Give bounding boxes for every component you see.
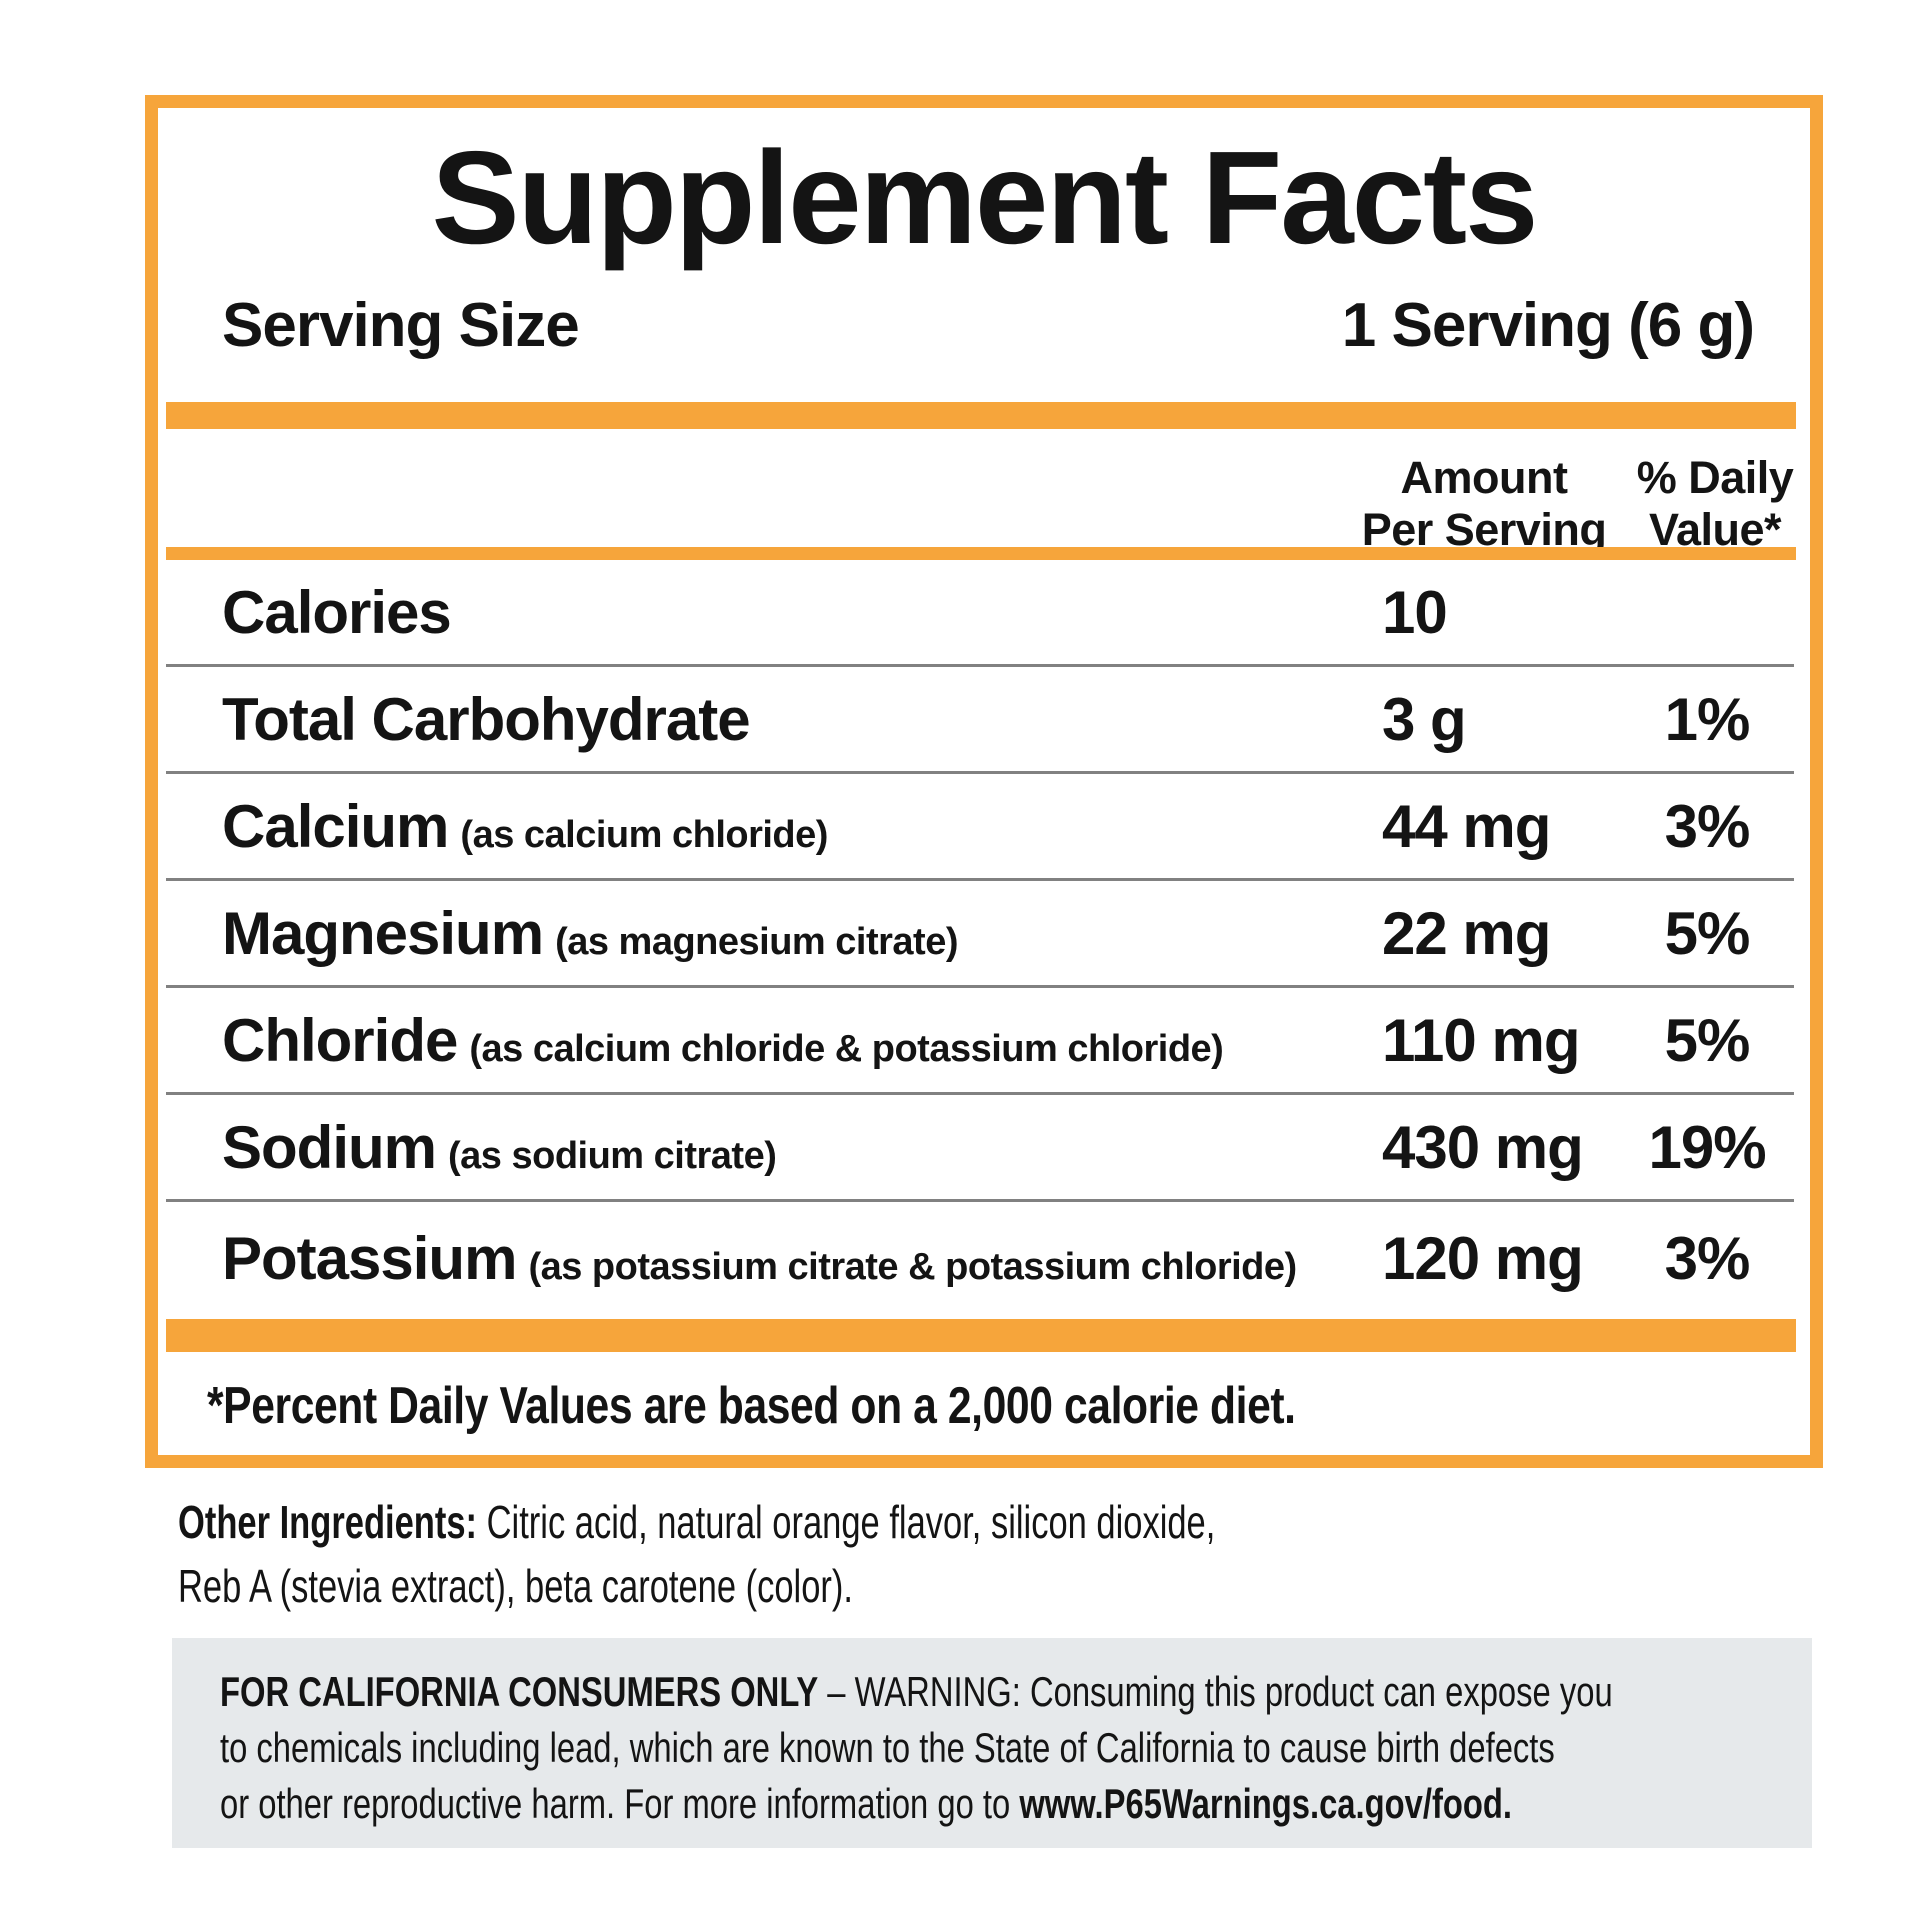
- warning-line3: or other reproductive harm. For more inf…: [220, 1780, 1513, 1827]
- serving-size-label: Serving Size: [222, 291, 580, 360]
- warning-url: www.P65Warnings.ca.gov/food.: [1019, 1780, 1513, 1827]
- nutrient-name: Magnesium: [222, 899, 544, 967]
- divider-bar-thick-top: [166, 402, 1796, 429]
- serving-size-value: 1 Serving (6 g): [1341, 291, 1755, 360]
- table-row-chloride: Chloride (as calcium chloride & potassium…: [166, 988, 1794, 1095]
- table-row-potassium: Potassium (as potassium citrate & potassi…: [166, 1202, 1794, 1314]
- nutrient-daily-value: 1%: [1664, 685, 1751, 753]
- daily-value-footnote: *Percent Daily Values are based on a 2,0…: [207, 1377, 1296, 1435]
- nutrient-daily-value: 3%: [1664, 792, 1751, 860]
- nutrient-amount: 430 mg: [1382, 1113, 1584, 1181]
- other-ingredients-label: Other Ingredients:: [178, 1496, 478, 1548]
- nutrient-daily-value: 5%: [1664, 899, 1751, 967]
- nutrient-daily-value: 5%: [1664, 1006, 1751, 1074]
- supplement-facts-panel: Supplement Facts Serving Size 1 Serving …: [145, 95, 1823, 1468]
- table-row-magnesium: Magnesium (as magnesium citrate) 22 mg 5%: [166, 881, 1794, 988]
- warning-line2: to chemicals including lead, which are k…: [220, 1724, 1555, 1771]
- nutrient-name: Calories: [222, 578, 452, 646]
- label-title: Supplement Facts: [431, 124, 1539, 271]
- nutrient-name: Chloride: [222, 1006, 458, 1074]
- warning-lead: FOR CALIFORNIA CONSUMERS ONLY: [220, 1668, 819, 1715]
- nutrient-table: Calories 10 Total Carbohydrate 3 g 1% Ca…: [166, 560, 1794, 1314]
- nutrient-amount: 110 mg: [1382, 1006, 1580, 1074]
- other-ingredients: Other Ingredients: Citric acid, natural …: [178, 1490, 1215, 1618]
- table-row-calcium: Calcium (as calcium chloride) 44 mg 3%: [166, 774, 1794, 881]
- nutrient-source: (as calcium chloride & potassium chlorid…: [469, 1027, 1224, 1070]
- table-row-total-carbohydrate: Total Carbohydrate 3 g 1%: [166, 667, 1794, 774]
- nutrient-name: Potassium: [222, 1224, 517, 1292]
- nutrient-amount: 10: [1382, 578, 1448, 646]
- nutrient-source: (as magnesium citrate): [555, 920, 958, 963]
- divider-bar-thick-bottom: [166, 1319, 1796, 1352]
- serving-size-row: Serving Size 1 Serving (6 g): [222, 290, 1755, 361]
- california-warning-box: FOR CALIFORNIA CONSUMERS ONLY – WARNING:…: [172, 1638, 1812, 1848]
- other-ingredients-line2: Reb A (stevia extract), beta carotene (c…: [178, 1560, 853, 1612]
- table-row-calories: Calories 10: [166, 560, 1794, 667]
- nutrient-amount: 44 mg: [1382, 792, 1551, 860]
- nutrient-name: Sodium: [222, 1113, 437, 1181]
- column-header-amount-per-serving: Amount Per Serving: [1361, 452, 1607, 555]
- column-header-daily-value: % Daily Value*: [1636, 452, 1794, 555]
- nutrient-source: (as calcium chloride): [460, 813, 828, 856]
- nutrient-amount: 120 mg: [1382, 1224, 1584, 1292]
- nutrient-daily-value: 19%: [1648, 1113, 1766, 1181]
- nutrient-name: Calcium: [222, 792, 449, 860]
- nutrient-daily-value: 3%: [1664, 1224, 1751, 1292]
- warning-line1: FOR CALIFORNIA CONSUMERS ONLY – WARNING:…: [220, 1668, 1613, 1715]
- divider-bar-thin: [166, 547, 1796, 560]
- nutrient-amount: 3 g: [1382, 685, 1467, 753]
- table-row-sodium: Sodium (as sodium citrate) 430 mg 19%: [166, 1095, 1794, 1202]
- nutrient-name: Total Carbohydrate: [222, 685, 751, 753]
- nutrient-amount: 22 mg: [1382, 899, 1551, 967]
- nutrient-source: (as potassium citrate & potassium chlori…: [528, 1245, 1297, 1288]
- nutrient-source: (as sodium citrate): [448, 1134, 777, 1177]
- other-ingredients-line1: Other Ingredients: Citric acid, natural …: [178, 1496, 1216, 1548]
